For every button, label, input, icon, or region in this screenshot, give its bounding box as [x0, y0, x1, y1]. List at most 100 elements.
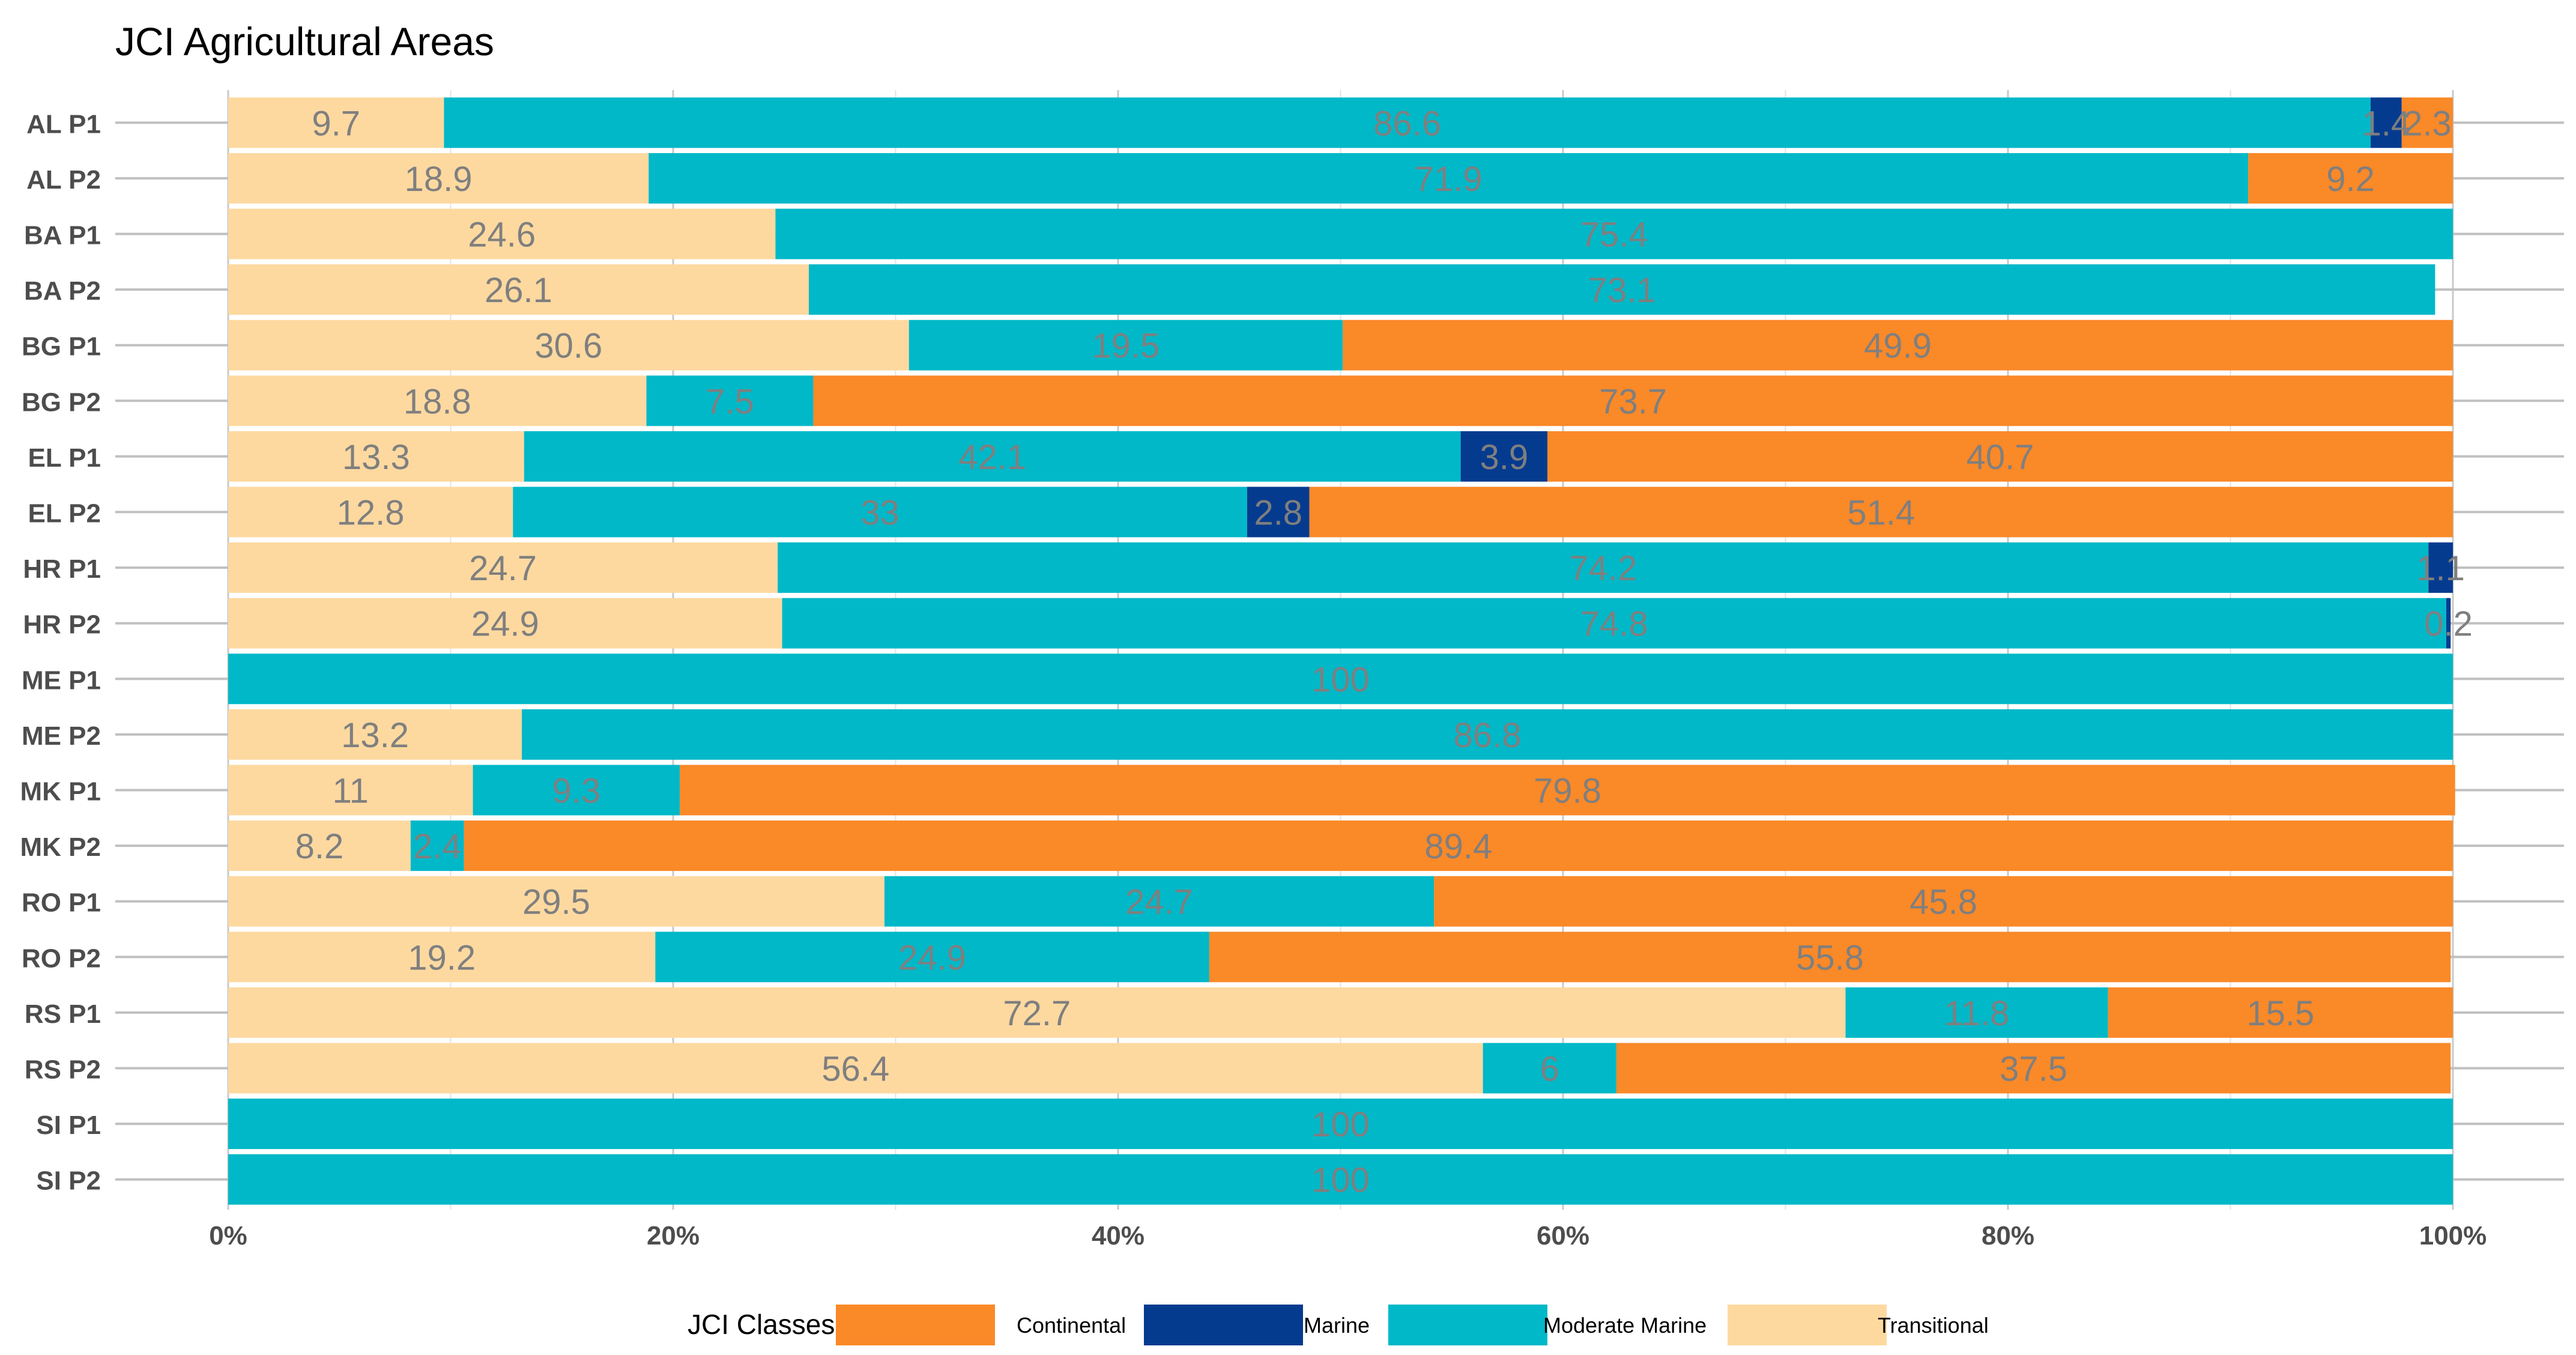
- bar-bg-p2-moderate-marine: [646, 375, 814, 426]
- bar-me-p2-transitional: [228, 709, 522, 760]
- x-tick-label-0: 0%: [209, 1221, 247, 1250]
- bar-al-p2-transitional: [228, 153, 649, 204]
- bar-bg-p1-continental: [1343, 320, 2453, 371]
- bar-hr-p2-moderate-marine: [782, 598, 2446, 649]
- data-label-ba-p1-moderate-marine: 75.4: [1580, 216, 1648, 255]
- data-label-el-p2-marine: 2.8: [1254, 494, 1302, 533]
- data-label-bg-p2-moderate-marine: 7.5: [706, 382, 754, 421]
- bar-el-p2-marine: [1247, 487, 1310, 538]
- bar-bg-p1-moderate-marine: [909, 320, 1343, 371]
- bar-rs-p2-continental: [1616, 1043, 2451, 1094]
- data-label-hr-p1-marine: 1.1: [2416, 549, 2465, 588]
- data-label-ba-p2-moderate-marine: 73.1: [1588, 271, 1656, 310]
- chart-title: JCI Agricultural Areas: [115, 19, 494, 64]
- bar-el-p1-transitional: [228, 431, 524, 482]
- bar-ro-p1-continental: [1434, 876, 2453, 927]
- bar-me-p2-moderate-marine: [522, 709, 2453, 760]
- y-tick-label-ba-p1: BA P1: [24, 221, 101, 250]
- bars: [228, 97, 2455, 1205]
- bar-hr-p1-marine: [2428, 542, 2453, 593]
- bar-hr-p2-marine: [2446, 598, 2451, 649]
- data-label-mk-p1-moderate-marine: 9.3: [552, 772, 601, 811]
- data-label-si-p2-moderate-marine: 100: [1311, 1161, 1370, 1200]
- bar-rs-p1-continental: [2108, 987, 2453, 1038]
- data-label-mk-p2-continental: 89.4: [1424, 827, 1492, 866]
- y-tick-label-si-p1: SI P1: [36, 1111, 101, 1140]
- data-label-ba-p1-transitional: 24.6: [468, 216, 536, 255]
- bar-al-p2-continental: [2248, 153, 2453, 204]
- y-tick-label-bg-p1: BG P1: [22, 332, 101, 362]
- y-tick-label-rs-p2: RS P2: [25, 1055, 101, 1085]
- bar-si-p1-moderate-marine: [228, 1099, 2453, 1150]
- data-label-rs-p1-transitional: 72.7: [1003, 994, 1071, 1033]
- y-tick-label-si-p2: SI P2: [36, 1166, 101, 1196]
- data-label-me-p2-transitional: 13.2: [341, 716, 409, 755]
- bar-rs-p2-moderate-marine: [1483, 1043, 1616, 1094]
- bar-al-p1-transitional: [228, 97, 444, 148]
- bar-el-p1-moderate-marine: [524, 431, 1461, 482]
- data-label-hr-p2-marine: 0.2: [2424, 605, 2473, 644]
- y-tick-label-mk-p2: MK P2: [20, 832, 101, 862]
- data-label-rs-p1-continental: 15.5: [2246, 994, 2314, 1033]
- data-label-ro-p1-continental: 45.8: [1909, 883, 1977, 922]
- data-label-el-p1-moderate-marine: 42.1: [958, 438, 1026, 477]
- data-label-ro-p1-moderate-marine: 24.7: [1125, 883, 1193, 922]
- bar-el-p2-transitional: [228, 487, 513, 538]
- bar-mk-p1-transitional: [228, 765, 473, 816]
- data-label-al-p1-continental: 2.3: [2403, 104, 2452, 143]
- bar-mk-p1-continental: [680, 765, 2455, 816]
- bar-bg-p2-continental: [813, 375, 2453, 426]
- bar-el-p2-moderate-marine: [513, 487, 1247, 538]
- data-label-al-p2-moderate-marine: 71.9: [1415, 160, 1483, 199]
- data-label-al-p2-transitional: 18.9: [405, 160, 473, 199]
- data-label-rs-p2-continental: 37.5: [2000, 1050, 2067, 1089]
- y-tick-label-me-p1: ME P1: [22, 665, 101, 695]
- bar-bg-p1-transitional: [228, 320, 909, 371]
- bar-ro-p2-transitional: [228, 932, 656, 983]
- y-tick-label-hr-p2: HR P2: [23, 610, 101, 640]
- bar-hr-p2-transitional: [228, 598, 782, 649]
- bar-al-p1-continental: [2401, 97, 2453, 148]
- data-label-rs-p2-transitional: 56.4: [821, 1050, 889, 1089]
- data-label-hr-p1-moderate-marine: 74.2: [1569, 549, 1637, 588]
- data-label-mk-p2-moderate-marine: 2.4: [413, 827, 462, 866]
- bar-el-p1-continental: [1547, 431, 2453, 482]
- data-label-el-p1-marine: 3.9: [1480, 438, 1528, 477]
- data-label-bg-p1-continental: 49.9: [1864, 327, 1932, 366]
- bar-mk-p2-transitional: [228, 820, 411, 872]
- data-label-al-p1-moderate-marine: 86.6: [1373, 104, 1441, 143]
- bar-ba-p1-moderate-marine: [775, 208, 2453, 259]
- y-tick-label-ro-p2: RO P2: [22, 944, 101, 973]
- data-label-ro-p1-transitional: 29.5: [522, 883, 590, 922]
- bar-ba-p2-moderate-marine: [809, 264, 2435, 315]
- bar-si-p2-moderate-marine: [228, 1154, 2453, 1205]
- x-axis: 0% 20% 40% 60% 80% 100%: [209, 1221, 2487, 1250]
- y-axis: AL P1 AL P2 BA P1 BA P2 BG P1 BG P2 EL P1 EL P2…: [20, 109, 101, 1195]
- data-label-el-p2-continental: 51.4: [1847, 494, 1915, 533]
- bar-ro-p1-transitional: [228, 876, 884, 927]
- bar-al-p1-marine: [2370, 97, 2402, 148]
- data-label-el-p2-transitional: 12.8: [337, 494, 405, 533]
- y-tick-label-al-p1: AL P1: [26, 109, 101, 139]
- data-label-el-p1-transitional: 13.3: [342, 438, 410, 477]
- y-tick-label-ro-p1: RO P1: [22, 888, 101, 918]
- segment-labels: 9.7 86.6 1.42.3 18.9 71.9 9.2 24.6 75.4 26.1 73.1…: [295, 104, 2473, 1199]
- data-label-hr-p1-transitional: 24.7: [469, 549, 537, 588]
- bar-mk-p2-moderate-marine: [410, 820, 464, 872]
- legend-label-marine: Marine: [1304, 1313, 1370, 1338]
- data-label-bg-p2-continental: 73.7: [1599, 382, 1667, 421]
- bar-bg-p2-transitional: [228, 375, 647, 426]
- y-tick-label-bg-p2: BG P2: [22, 387, 101, 417]
- bar-rs-p2-transitional: [228, 1043, 1483, 1094]
- bar-ro-p2-continental: [1209, 932, 2451, 983]
- legend: JCI Classes Continental Marine Moderate Ma…: [688, 1305, 1989, 1345]
- y-tick-label-al-p2: AL P2: [26, 165, 101, 195]
- bar-el-p2-continental: [1309, 487, 2453, 538]
- data-label-el-p2-moderate-marine: 33: [860, 494, 899, 533]
- data-label-si-p1-moderate-marine: 100: [1311, 1105, 1370, 1144]
- data-label-me-p2-moderate-marine: 86.8: [1454, 716, 1522, 755]
- data-label-rs-p2-moderate-marine: 6: [1540, 1050, 1559, 1089]
- y-tick-label-ba-p2: BA P2: [24, 276, 101, 306]
- data-label-rs-p1-moderate-marine: 11.8: [1944, 994, 2010, 1033]
